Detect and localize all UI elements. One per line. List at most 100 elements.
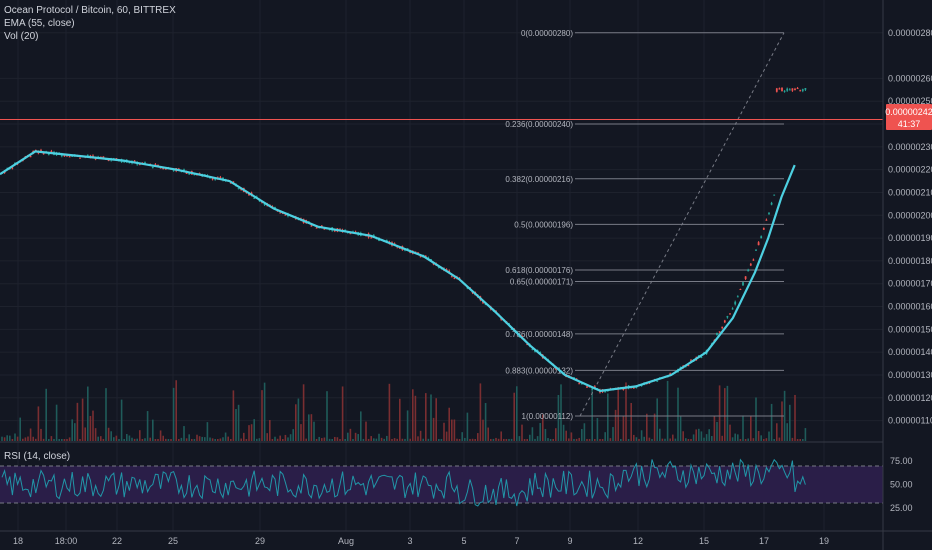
volume-bar	[627, 439, 630, 441]
time-tick-label: 15	[699, 536, 709, 546]
candle-body	[484, 304, 487, 306]
volume-bar	[406, 410, 409, 441]
volume-bar	[323, 437, 326, 441]
volume-bar	[263, 382, 266, 441]
volume-bar	[427, 438, 430, 441]
volume-bar	[237, 404, 240, 441]
fib-level-label: 0.618(0.00000176)	[505, 266, 573, 275]
candle-body	[102, 156, 105, 158]
volume-bar	[581, 429, 583, 441]
candle-body	[237, 188, 240, 190]
volume-bar	[227, 436, 229, 441]
price-tick-label: 0.00000150	[888, 324, 932, 334]
volume-bar	[165, 438, 167, 441]
volume-bar	[318, 436, 320, 441]
volume-bar	[180, 437, 183, 441]
volume-bar	[414, 395, 417, 441]
candle-body	[531, 348, 534, 350]
volume-bar	[154, 438, 157, 441]
candle-body	[450, 276, 453, 278]
volume-bar	[248, 425, 250, 441]
volume-bar	[305, 438, 307, 441]
price-tick-label: 0.00000160	[888, 302, 932, 312]
volume-bar	[575, 438, 578, 441]
volume-bar	[243, 432, 245, 441]
volume-bar	[235, 408, 237, 441]
volume-bar	[591, 388, 593, 441]
candle-body	[632, 387, 635, 389]
volume-bar	[97, 436, 99, 441]
volume-bar	[453, 419, 456, 441]
volume-bar	[370, 436, 372, 441]
price-tick-label: 0.00000130	[888, 370, 932, 380]
fib-trend-line[interactable]	[579, 32, 785, 417]
volume-bar	[401, 438, 404, 441]
rsi-axis[interactable]: 75.00 50.00 25.00	[890, 456, 913, 513]
volume-bar	[529, 434, 531, 441]
volume-bar	[289, 434, 292, 441]
symbol-title[interactable]: Ocean Protocol / Bitcoin, 60, BITTREX	[4, 5, 176, 16]
volume-bar	[240, 438, 242, 441]
volume-bar	[76, 402, 79, 441]
volume-bar	[440, 438, 443, 441]
volume-bar	[786, 423, 788, 441]
volume-bar	[276, 438, 279, 441]
candle-body	[253, 197, 256, 199]
volume-bar	[640, 430, 643, 441]
price-tick-label: 0.00000230	[888, 142, 932, 152]
volume-bar	[214, 439, 216, 441]
volume-bar	[250, 424, 253, 441]
volume-bar	[622, 415, 625, 441]
candle-body	[760, 236, 763, 239]
volume-bar	[175, 380, 177, 441]
candle-body	[726, 316, 729, 318]
price-tick-label: 0.00000120	[888, 393, 932, 403]
ema-legend[interactable]: EMA (55, close)	[4, 18, 75, 29]
rsi-pane	[0, 458, 883, 507]
volume-bar	[523, 438, 526, 441]
candle-body	[604, 391, 607, 393]
fib-retracement[interactable]: 0(0.00000280) 0.236(0.00000240) 0.382(0.00…	[505, 29, 784, 421]
vol-legend[interactable]: Vol (20)	[4, 31, 39, 42]
volume-bar	[1, 436, 3, 441]
candle-body	[700, 356, 703, 358]
volume-bar	[466, 412, 469, 441]
volume-bar	[607, 393, 609, 441]
volume-bar	[510, 438, 513, 441]
volume-bar	[596, 418, 599, 441]
volume-bar	[232, 390, 235, 441]
volume-bar	[599, 439, 601, 441]
volume-bar	[456, 438, 458, 441]
volume-bar	[404, 438, 406, 441]
candle-body	[188, 173, 191, 175]
volume-bar	[757, 430, 760, 441]
candle-body	[211, 178, 214, 180]
volume-bar	[222, 437, 224, 441]
rsi-line	[1, 458, 806, 507]
price-tick-label: 0.00000140	[888, 347, 932, 357]
volume-bar	[53, 438, 55, 441]
volume-bar	[617, 388, 619, 441]
candle-body	[739, 289, 742, 291]
volume-bar	[588, 438, 591, 441]
current-price-badge	[886, 104, 932, 130]
candle-body	[151, 167, 154, 169]
volume-bar	[136, 438, 138, 441]
volume-bar	[282, 438, 284, 441]
volume-bar	[40, 428, 42, 441]
candle-body	[133, 160, 136, 162]
volume-bar	[302, 384, 305, 441]
volume-bar	[310, 414, 313, 441]
time-axis[interactable]: 18 18:00 22 25 29 Aug 3 5 7 9 12 15 17 19	[13, 536, 829, 546]
candle-body	[768, 213, 770, 215]
volume-bar	[718, 385, 721, 441]
volume-bar	[469, 438, 471, 441]
volume-bar	[204, 437, 206, 441]
fib-level-label: 0.65(0.00000171)	[510, 277, 574, 286]
volume-bar	[131, 437, 133, 441]
candle-body	[747, 269, 750, 272]
volume-bar	[690, 438, 692, 441]
rsi-legend[interactable]: RSI (14, close)	[4, 451, 71, 462]
fib-level-label: 0.236(0.00000240)	[505, 120, 573, 129]
